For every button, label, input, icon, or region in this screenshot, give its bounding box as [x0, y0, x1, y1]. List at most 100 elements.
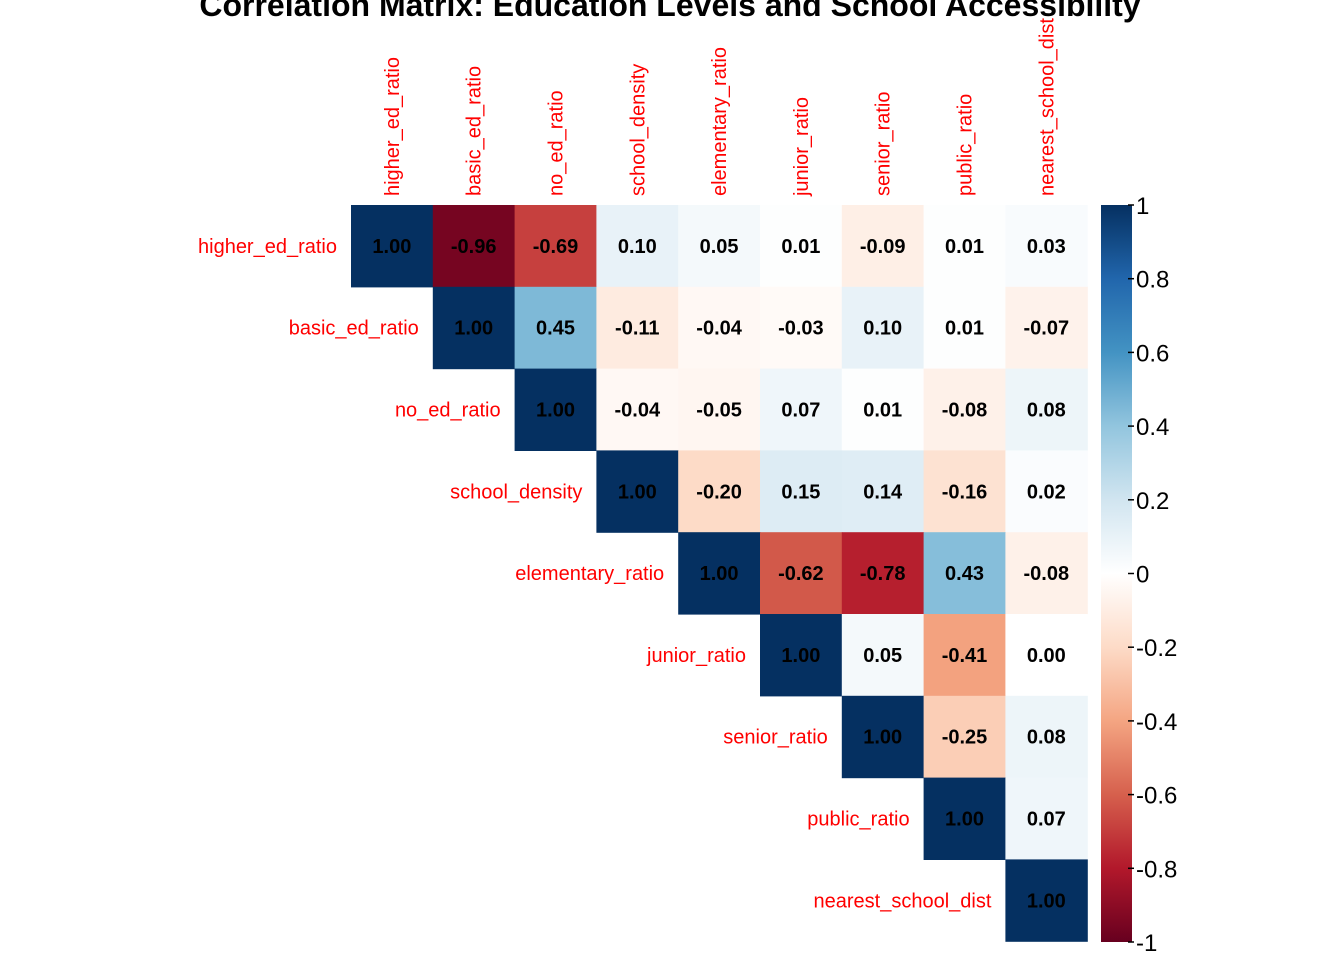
cell-value-label: 0.45	[536, 318, 575, 340]
cell-value-label: -0.78	[860, 563, 906, 585]
heatmap-cell	[923, 205, 1006, 288]
cell-value-label: -0.62	[778, 563, 824, 585]
cell-value-label: 0.02	[1027, 481, 1066, 503]
cell-value-label: 0.00	[1027, 645, 1066, 667]
heatmap-cell	[1005, 286, 1088, 370]
cell-value-label: -0.20	[696, 481, 742, 503]
heatmap-cell	[841, 532, 925, 615]
heatmap-cell	[678, 205, 761, 288]
cell-value-label: -0.41	[942, 645, 988, 667]
colorbar-tick-label: 0.2	[1136, 488, 1169, 515]
heatmap-cell	[923, 286, 1006, 370]
cell-value-label: 0.05	[700, 236, 739, 258]
heatmap-cell	[923, 695, 1006, 779]
heatmap-cell	[760, 532, 843, 615]
heatmap-cell	[1005, 695, 1088, 779]
heatmap-cell	[841, 695, 925, 779]
row-label: senior_ratio	[723, 727, 828, 749]
cell-value-label: 1.00	[781, 645, 820, 667]
chart-title: Correlation Matrix: Education Levels and…	[199, 0, 1140, 23]
colorbar-tick-label: -0.8	[1136, 856, 1177, 883]
row-labels: higher_ed_ratio basic_ed_ratio no_ed_ratio…	[198, 236, 992, 912]
column-label: elementary_ratio	[709, 47, 731, 196]
cell-value-label: -0.04	[615, 400, 661, 422]
heatmap-cell	[678, 286, 761, 370]
column-label: school_density	[627, 64, 649, 196]
heatmap-cell	[596, 450, 679, 533]
colorbar-ticks: 1 0.8 0.6 0.4 0.2 0 -0.2 -0.4 -0.6 -0.8 -1	[1128, 193, 1177, 957]
heatmap-cell	[760, 286, 843, 370]
cell-value-label: 0.07	[1027, 809, 1066, 831]
heatmap-cell	[678, 532, 761, 615]
column-label: junior_ratio	[791, 97, 813, 197]
heatmap-cell	[1005, 368, 1088, 451]
colorbar-tick-label: -0.6	[1136, 783, 1177, 810]
cell-value-label: -0.08	[1024, 563, 1070, 585]
heatmap-cell	[514, 286, 597, 370]
column-label: basic_ed_ratio	[464, 66, 486, 196]
cell-value-label: -0.69	[533, 236, 579, 258]
cell-value-label: -0.07	[1024, 318, 1070, 340]
cell-value-label: -0.08	[942, 400, 988, 422]
heatmap-cell	[923, 777, 1006, 860]
column-label: nearest_school_dist	[1036, 18, 1058, 196]
colorbar-tick-label: 0.4	[1136, 414, 1169, 441]
heatmap-cell	[760, 368, 843, 451]
colorbar-tick-label: 0.8	[1136, 267, 1169, 294]
cell-value-label: 0.43	[945, 563, 984, 585]
heatmap-cell	[678, 368, 761, 451]
heatmap-cell	[1005, 450, 1088, 533]
cell-value-label: 0.01	[781, 236, 820, 258]
cell-value-label: 1.00	[372, 236, 411, 258]
heatmap-cell	[432, 286, 516, 370]
row-label: school_density	[450, 481, 582, 503]
heatmap-cell	[678, 450, 761, 533]
cell-value-label: 0.01	[945, 318, 984, 340]
cell-value-label: 0.10	[863, 318, 902, 340]
colorbar-tick-label: 0	[1136, 562, 1149, 589]
column-label: higher_ed_ratio	[382, 57, 404, 196]
cell-value-label: 1.00	[1027, 890, 1066, 912]
heatmap-cell	[760, 205, 843, 288]
row-label: junior_ratio	[646, 645, 746, 667]
heatmap-cell	[841, 368, 925, 451]
cell-value-label: 0.08	[1027, 400, 1066, 422]
cell-value-label: 0.05	[863, 645, 902, 667]
row-label: basic_ed_ratio	[289, 318, 419, 340]
cell-value-label: -0.04	[696, 318, 742, 340]
cell-value-label: 1.00	[618, 481, 657, 503]
row-label: public_ratio	[807, 809, 909, 831]
heatmap-cell	[923, 368, 1006, 451]
colorbar-gradient	[1101, 205, 1132, 942]
heatmap-cell	[351, 205, 434, 288]
colorbar-tick-label: -0.4	[1136, 709, 1177, 736]
heatmap-cell	[1005, 205, 1088, 288]
heatmap-cell	[923, 450, 1006, 533]
cell-value-label: -0.16	[942, 481, 988, 503]
row-label: higher_ed_ratio	[198, 236, 337, 258]
heatmap-cell	[760, 450, 843, 533]
column-labels: higher_ed_ratio basic_ed_ratio no_ed_ratio…	[382, 18, 1058, 197]
row-label: nearest_school_dist	[814, 890, 992, 912]
heatmap-cell	[841, 450, 925, 533]
cell-value-label: 1.00	[863, 727, 902, 749]
heatmap-cell	[596, 286, 679, 370]
colorbar-tick-label: -1	[1136, 930, 1157, 957]
cell-value-label: 0.10	[618, 236, 657, 258]
color-legend: 1 0.8 0.6 0.4 0.2 0 -0.2 -0.4 -0.6 -0.8 -1	[1101, 193, 1177, 957]
colorbar-tick-label: 0.6	[1136, 340, 1169, 367]
cell-value-label: 1.00	[536, 400, 575, 422]
heatmap-cell	[923, 614, 1006, 697]
cell-value-label: -0.03	[778, 318, 824, 340]
heatmap-cell	[841, 205, 925, 288]
cell-value-label: 0.03	[1027, 236, 1066, 258]
heatmap-cell	[841, 614, 925, 697]
heatmap-cell	[432, 205, 516, 288]
cell-value-label: -0.05	[696, 400, 742, 422]
cell-value-label: 0.14	[863, 481, 903, 503]
cell-value-label: -0.09	[860, 236, 906, 258]
heatmap-cell	[596, 205, 679, 288]
cell-value-label: 0.08	[1027, 727, 1066, 749]
heatmap-cell	[923, 532, 1006, 615]
